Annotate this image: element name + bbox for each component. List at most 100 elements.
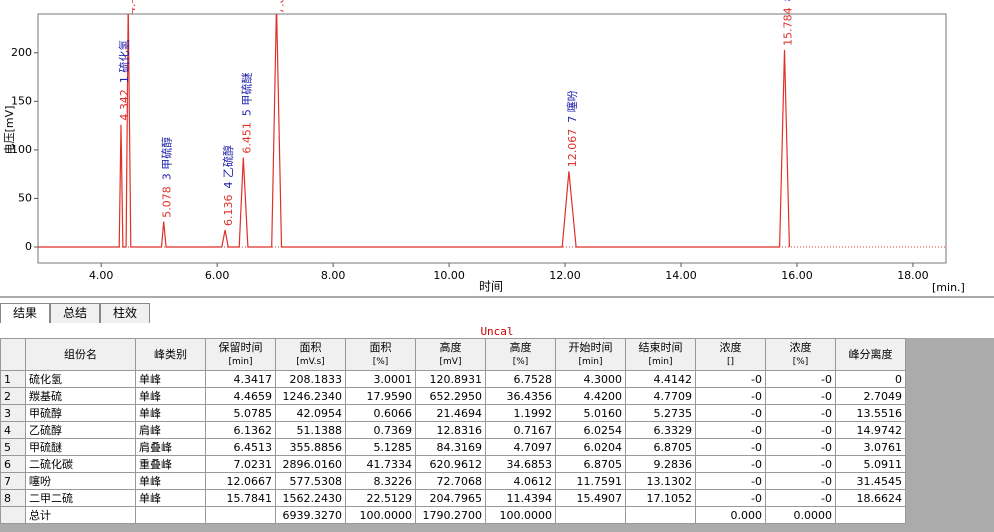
x-tick-label: 4.00 [89, 269, 114, 282]
peak-name: 3 甲硫醇 [160, 137, 174, 181]
retention-time: 4.466 [125, 0, 138, 14]
column-header: 高度 [%] [485, 338, 556, 371]
column-header: 保留时间 [min] [205, 338, 276, 371]
cell [835, 506, 906, 524]
header-title: 峰分离度 [848, 348, 893, 361]
cell [205, 506, 276, 524]
header-title: 开始时间 [568, 340, 613, 354]
cell: 单峰 [135, 387, 206, 405]
retention-time: 12.067 [566, 129, 579, 168]
cell: 8 [0, 489, 26, 507]
cell: 7 [0, 472, 26, 490]
tab[interactable]: 结果 [0, 303, 51, 323]
peak-label: 12.067 7 噻吩 [565, 90, 579, 167]
x-tick-label: 18.00 [897, 269, 929, 282]
header-title: 浓度 [789, 340, 812, 354]
peak-label: 6.136 4 乙硫醇 [221, 145, 235, 226]
column-header: 峰类别 [135, 338, 206, 371]
cell: -0 [695, 387, 766, 405]
x-tick-label: 12.00 [549, 269, 581, 282]
cell: 0.7167 [485, 421, 556, 439]
peak-name: 5 甲硫醚 [239, 73, 253, 117]
cell: 甲硫醇 [25, 404, 136, 422]
retention-time: 6.451 [240, 122, 253, 154]
cell: 单峰 [135, 370, 206, 388]
cell: 二甲二硫 [25, 489, 136, 507]
cell: 重叠峰 [135, 455, 206, 473]
x-tick-label: 10.00 [433, 269, 465, 282]
table-row: 7 噻吩 单峰 12.0667 577.5308 8.3226 72.7068 4.0612 1… [0, 472, 906, 490]
cell: -0 [695, 455, 766, 473]
header-title: 面积 [299, 340, 322, 354]
peak-label: 6.451 5 甲硫醚 [239, 73, 253, 154]
peak-label: 4.4662 羰基硫 [124, 0, 138, 14]
x-tick-label: 8.00 [321, 269, 346, 282]
cell: 620.9612 [415, 455, 486, 473]
header-title: 面积 [369, 340, 392, 354]
cell: 17.1052 [625, 489, 696, 507]
cell: 577.5308 [275, 472, 346, 490]
cell: 204.7965 [415, 489, 486, 507]
column-header: 面积 [%] [345, 338, 416, 371]
cell: 5.1285 [345, 438, 416, 456]
header-title: 组份名 [64, 348, 97, 361]
cell: -0 [765, 472, 836, 490]
cell: 1.1992 [485, 404, 556, 422]
x-axis-title: 时间 [479, 280, 503, 294]
cell: 甲硫醚 [25, 438, 136, 456]
cell: 5.0785 [205, 404, 276, 422]
tab[interactable]: 柱效 [100, 303, 151, 323]
cell: 3.0001 [345, 370, 416, 388]
cell: -0 [765, 455, 836, 473]
header-title: 保留时间 [218, 340, 263, 354]
y-tick-label: 50 [18, 191, 32, 204]
cell: 355.8856 [275, 438, 346, 456]
cell: 84.3169 [415, 438, 486, 456]
cell: 15.7841 [205, 489, 276, 507]
peak-label: 7.0236 二硫化碳 [272, 0, 286, 14]
cell: 1246.2340 [275, 387, 346, 405]
cell [625, 506, 696, 524]
cell: 6.1362 [205, 421, 276, 439]
cell: 6939.3270 [275, 506, 346, 524]
cell: 单峰 [135, 404, 206, 422]
retention-time: 15.784 [781, 7, 794, 46]
column-header: 结束时间 [min] [625, 338, 696, 371]
cell: 0.0000 [765, 506, 836, 524]
cell: -0 [765, 404, 836, 422]
table-area: 组份名 峰类别 保留时间 [min] 面积 [mV.s] 面积 [%] 高度 [mV] 高度 [%] 开… [0, 338, 994, 532]
cell: 乙硫醇 [25, 421, 136, 439]
cell: 11.4394 [485, 489, 556, 507]
header-title: 高度 [439, 340, 462, 354]
cell: 34.6853 [485, 455, 556, 473]
cell: 6.0204 [555, 438, 626, 456]
cell: -0 [765, 421, 836, 439]
peak-name: 4 乙硫醇 [221, 145, 235, 189]
cell: 652.2950 [415, 387, 486, 405]
cell: 肩叠峰 [135, 438, 206, 456]
cell: 羰基硫 [25, 387, 136, 405]
x-tick-label: 14.00 [665, 269, 697, 282]
header-row: 组份名 峰类别 保留时间 [min] 面积 [mV.s] 面积 [%] 高度 [mV] 高度 [%] 开… [0, 338, 906, 371]
tab[interactable]: 总结 [50, 303, 101, 323]
cell: 5.0160 [555, 404, 626, 422]
cell: 41.7334 [345, 455, 416, 473]
cell: 100.0000 [345, 506, 416, 524]
cell: 9.2836 [625, 455, 696, 473]
cell: 3 [0, 404, 26, 422]
cell: -0 [765, 438, 836, 456]
header-unit: [min] [228, 356, 253, 367]
y-tick-label: 150 [11, 94, 32, 107]
peak-name: 7 噻吩 [565, 90, 579, 123]
column-header: 组份名 [25, 338, 136, 371]
header-title: 高度 [509, 340, 532, 354]
header-title: 结束时间 [638, 340, 683, 354]
cell: 4.0612 [485, 472, 556, 490]
x-tick-label: 16.00 [781, 269, 813, 282]
cell: 51.1388 [275, 421, 346, 439]
cell: 4.4200 [555, 387, 626, 405]
header-unit: [%] [372, 356, 389, 367]
cell: 6.3329 [625, 421, 696, 439]
cell: 6.8705 [555, 455, 626, 473]
